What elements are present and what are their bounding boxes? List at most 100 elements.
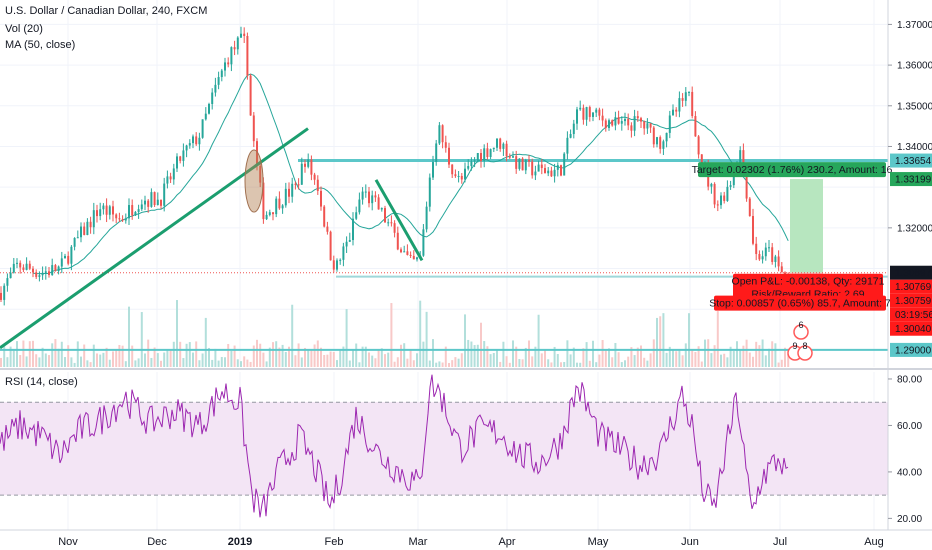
time-tick-label: Apr — [498, 536, 515, 548]
trendlines[interactable] — [0, 127, 424, 350]
volume-bar — [387, 352, 390, 367]
volume-bar — [588, 360, 591, 367]
volume-bar — [6, 357, 9, 367]
volume-bar — [601, 340, 604, 367]
candle-body — [675, 109, 678, 112]
candle-body — [556, 165, 559, 170]
candle-body — [665, 132, 668, 142]
volume-bar — [364, 346, 367, 367]
candle-body — [240, 33, 242, 38]
candle-body — [208, 103, 210, 114]
volume-bar — [307, 349, 310, 367]
candle-body — [716, 204, 719, 206]
candle-body — [646, 123, 649, 129]
candle-body — [96, 210, 98, 217]
volume-bar — [134, 360, 137, 367]
volume-bar — [185, 343, 188, 367]
price-label-box — [890, 307, 932, 322]
volume-bar — [233, 345, 236, 367]
candle-body — [12, 263, 15, 273]
candle-body — [777, 256, 780, 267]
candle-body — [76, 237, 79, 239]
volume-bar — [416, 353, 418, 367]
target-label-text: Target: 0.02302 (1.76%) 230.2, Amount: 1… — [692, 164, 893, 176]
time-tick-label: May — [588, 536, 609, 548]
candle-body — [150, 192, 153, 207]
candle-body — [508, 156, 511, 158]
candle-body — [230, 47, 233, 65]
candle-body — [403, 251, 406, 253]
volume-bar — [380, 348, 383, 367]
candle-body — [656, 137, 658, 145]
candle-body — [745, 172, 748, 199]
volume-bar — [624, 360, 626, 367]
candle-body — [467, 166, 470, 169]
volume-bar — [614, 342, 617, 367]
volume-bar — [86, 360, 89, 367]
volume-bar — [201, 353, 204, 367]
candle-body — [336, 260, 338, 270]
volume-bar — [224, 357, 226, 367]
candle-body — [44, 271, 47, 273]
volume-bar — [675, 351, 678, 367]
price-label-text: 1.30897 — [895, 268, 932, 279]
volume-bar — [240, 361, 242, 367]
volume-bar — [652, 339, 655, 367]
volume-bar — [787, 354, 790, 367]
volume-bar — [284, 351, 287, 367]
volume-bar — [406, 358, 409, 367]
volume-bar — [444, 346, 447, 367]
candle-body — [732, 173, 735, 186]
volume-bar — [659, 316, 662, 367]
volume-bar — [665, 352, 668, 367]
volume-bar — [128, 306, 130, 367]
candle-body — [281, 205, 284, 209]
candle-body — [531, 161, 534, 176]
price-label-box — [890, 321, 932, 336]
candle-body — [233, 47, 236, 50]
horizontal-levels[interactable] — [0, 159, 888, 351]
candle-body — [288, 188, 290, 197]
volume-bar — [272, 342, 274, 367]
candle-body — [377, 197, 380, 210]
candle-body — [748, 198, 751, 217]
time-tick-label: Jul — [773, 536, 787, 548]
candle-body — [752, 216, 754, 244]
candle-body — [441, 125, 444, 143]
candle-body — [118, 218, 121, 220]
volume-bar — [524, 347, 527, 367]
candle-body — [454, 174, 457, 177]
volume-bar — [57, 348, 60, 367]
candle-body — [236, 37, 239, 50]
volume-bar — [432, 339, 434, 367]
candle-body — [140, 204, 143, 210]
volume-bar — [217, 360, 220, 367]
candle-body — [598, 109, 601, 116]
candle-body — [128, 205, 130, 219]
volume-bar — [281, 344, 284, 367]
volume-bar — [569, 354, 572, 367]
symbol-title[interactable]: U.S. Dollar / Canadian Dollar, 240, FXCM — [5, 5, 208, 17]
candle-body — [569, 134, 572, 138]
volume-bar — [400, 344, 402, 367]
rsi-legend[interactable]: RSI (14, close) — [5, 376, 78, 388]
target-label-box — [698, 162, 886, 178]
ma-legend[interactable]: MA (50, close) — [5, 39, 76, 51]
candle-body — [92, 210, 95, 228]
candle-body — [432, 162, 434, 178]
candle-body — [694, 116, 697, 137]
volume-bar — [64, 357, 66, 367]
highlight-ellipse — [244, 149, 264, 213]
volume-legend[interactable]: Vol (20) — [5, 23, 43, 35]
candle-body — [563, 153, 566, 176]
volume-bar — [99, 354, 102, 367]
volume-bar — [198, 360, 201, 367]
candle-body — [643, 121, 646, 129]
rsi-line — [0, 374, 789, 518]
event-badges[interactable]: 6 9 8 — [787, 320, 813, 361]
volume-bar — [521, 359, 524, 367]
price-tick-label: 1.36000 — [897, 61, 932, 72]
position-labels[interactable]: Target: 0.02302 (1.76%) 230.2, Amount: 1… — [692, 162, 893, 311]
volume-bar — [592, 340, 594, 367]
